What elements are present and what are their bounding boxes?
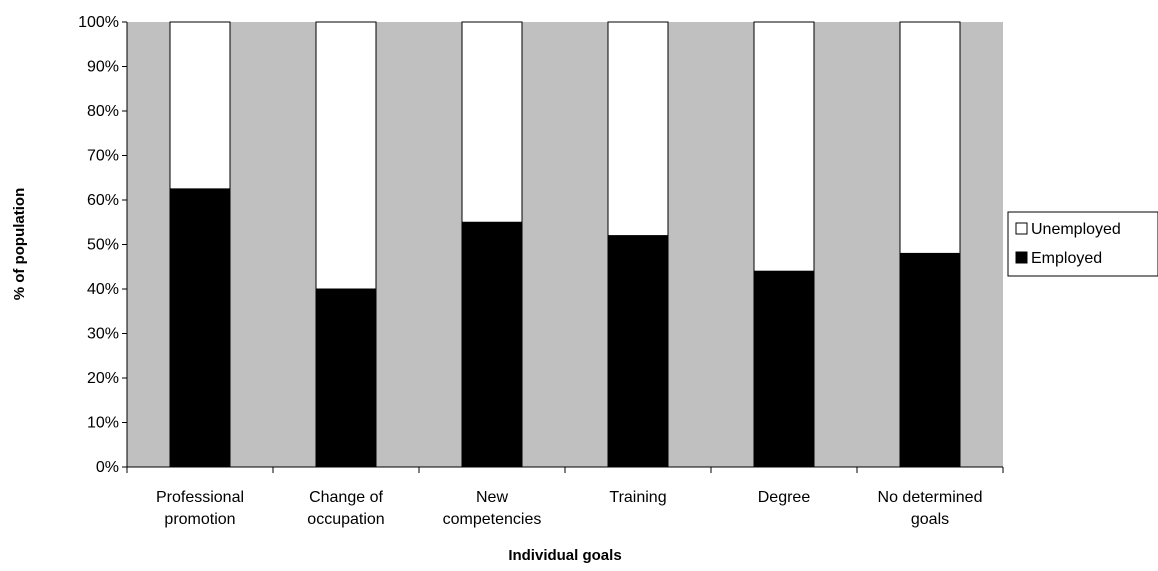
bar-unemployed-4 (607, 21, 669, 237)
x-category-label: Professional promotion (156, 489, 244, 528)
y-axis-title: % of population (11, 188, 28, 300)
x-category-label: New competencies (443, 489, 542, 528)
x-category-label: Training (609, 489, 666, 506)
legend-label-unemployed: Unemployed (1031, 221, 1121, 238)
bar-unemployed-6 (899, 21, 961, 254)
legend-swatch-unemployed (1015, 222, 1028, 235)
y-tick-label: 40% (87, 281, 119, 298)
y-tick-label: 80% (87, 103, 119, 120)
legend: Unemployed Employed (1007, 211, 1158, 277)
plot-area (127, 22, 1003, 467)
y-tick-label: 0% (96, 459, 119, 476)
y-tick-label: 20% (87, 370, 119, 387)
bar-unemployed-5 (753, 21, 815, 272)
legend-swatch-employed (1015, 251, 1028, 264)
x-category-label: Degree (758, 489, 811, 506)
y-ticks-group: 0% 10% 20% 30% 40% 50% 60% 70% 80% 90% 100% (78, 14, 127, 476)
y-tick-label: 50% (87, 237, 119, 254)
bar-employed-3 (461, 221, 523, 468)
y-tick-label: 90% (87, 59, 119, 76)
bar-employed-2 (315, 288, 377, 468)
x-category-label: No determined goals (878, 489, 983, 528)
y-tick-label: 30% (87, 326, 119, 343)
x-category-label: Change of occupation (307, 489, 384, 528)
y-tick-label: 60% (87, 192, 119, 209)
y-tick-label: 100% (78, 14, 119, 31)
x-categories-group: Professional promotion Change of occupation… (126, 467, 1004, 528)
y-tick-label: 10% (87, 415, 119, 432)
bar-employed-1 (169, 188, 231, 468)
bar-employed-5 (753, 270, 815, 468)
bars-group (169, 21, 961, 468)
bar-unemployed-2 (315, 21, 377, 290)
x-axis-title: Individual goals (508, 547, 621, 564)
bar-employed-6 (899, 252, 961, 468)
legend-frame (1007, 211, 1158, 277)
bar-unemployed-3 (461, 21, 523, 223)
legend-label-employed: Employed (1031, 250, 1102, 267)
bar-unemployed-1 (169, 21, 231, 190)
y-tick-label: 70% (87, 148, 119, 165)
bar-employed-4 (607, 235, 669, 468)
